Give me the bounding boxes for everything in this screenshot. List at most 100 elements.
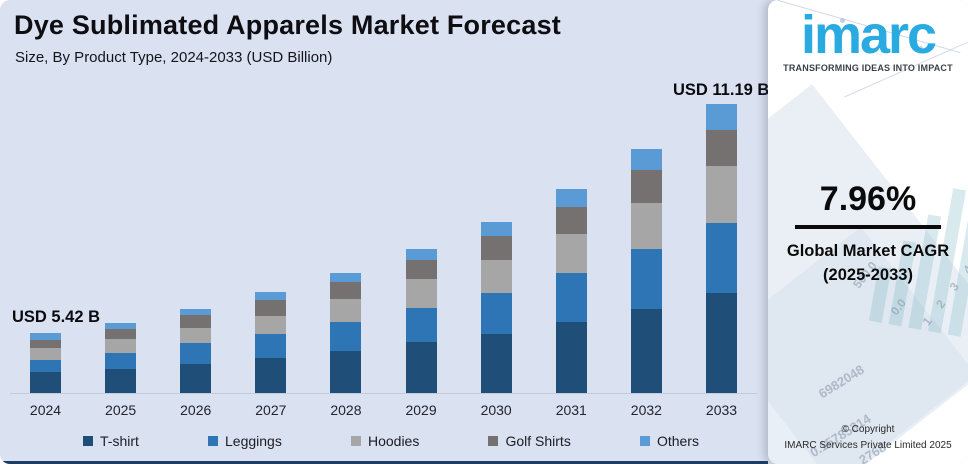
bar-segment-others [630, 149, 662, 170]
x-axis-label: 2029 [405, 402, 437, 418]
imarc-logo: imarc TRANSFORMING IDEAS INTO IMPACT [768, 4, 968, 73]
legend-item-hoodies: Hoodies [350, 433, 420, 449]
bar-segment-others [180, 309, 212, 315]
bar-segment-t-shirt [30, 372, 61, 393]
bar-2025: 2025 [105, 100, 137, 418]
bar-segment-golf-shirts [330, 282, 362, 299]
legend-item-golf-shirts: Golf Shirts [488, 433, 571, 449]
bar-segment-others [705, 104, 737, 130]
page-title: Dye Sublimated Apparels Market Forecast [14, 10, 561, 40]
bar-segment-others [405, 249, 437, 260]
bar-segment-golf-shirts [405, 260, 437, 279]
x-axis-label: 2033 [705, 402, 738, 418]
bar-segment-hoodies [705, 166, 737, 223]
bottom-accent-strip [0, 461, 768, 464]
bar-segment-hoodies [480, 260, 512, 293]
legend-swatch-golf-shirts [488, 436, 499, 446]
bar-segment-hoodies [30, 348, 61, 360]
bar-segment-t-shirt [255, 358, 287, 393]
legend-swatch-others [639, 436, 650, 446]
bar-segment-leggings [180, 343, 212, 364]
cagr-value: 7.96% [819, 180, 917, 218]
cagr-label-line1: Global Market CAGR [786, 242, 950, 260]
bar-segment-hoodies [630, 203, 662, 249]
x-axis-label: 2024 [29, 402, 62, 418]
bar-segment-t-shirt [630, 309, 662, 393]
bar-segment-leggings [330, 322, 362, 351]
imarc-logo-tagline: TRANSFORMING IDEAS INTO IMPACT [783, 63, 953, 74]
cagr-label-line2: (2025-2033) [823, 265, 913, 284]
bar-segment-golf-shirts [705, 130, 737, 166]
bar-2032: 2032 [630, 100, 662, 418]
bar-2027: 2027 [255, 100, 287, 418]
bar-segment-hoodies [255, 316, 287, 334]
bar-segment-t-shirt [705, 293, 737, 393]
cagr-divider [795, 225, 941, 229]
x-axis-label: 2032 [630, 402, 662, 418]
bar-2028: 2028 [330, 100, 362, 418]
bar-segment-golf-shirts [30, 340, 61, 348]
bar-segment-leggings [255, 334, 287, 358]
bar-2033: 2033 [705, 100, 737, 418]
bar-segment-others [255, 292, 287, 300]
bar-segment-leggings [555, 273, 587, 322]
bar-segment-golf-shirts [180, 315, 212, 328]
bar-segment-golf-shirts [630, 170, 662, 203]
copyright-line2: IMARC Services Private Limited 2025 [784, 439, 952, 451]
bar-segment-t-shirt [105, 369, 137, 393]
bar-segment-golf-shirts [105, 329, 137, 339]
bar-2031: 2031 [555, 100, 587, 418]
bar-segment-others [555, 189, 587, 207]
bar-segment-t-shirt [480, 334, 512, 393]
legend-label: Golf Shirts [505, 433, 571, 449]
x-axis-label: 2028 [330, 402, 362, 418]
legend: T-shirt Leggings Hoodies Golf Shirts Others [0, 433, 757, 449]
legend-label: T-shirt [100, 433, 139, 449]
legend-label: Hoodies [367, 433, 420, 449]
brand-panel: 500.0 0.0 1 2 3 4 6982048 0.15785314 276… [768, 0, 968, 464]
bar-segment-leggings [480, 293, 512, 334]
bar-2024: 2024 [30, 100, 61, 418]
page-subtitle: Size, By Product Type, 2024-2033 (USD Bi… [15, 49, 333, 66]
bar-segment-leggings [105, 353, 137, 369]
legend-swatch-hoodies [350, 436, 361, 446]
bar-segment-golf-shirts [480, 236, 512, 260]
bar-segment-others [330, 273, 362, 282]
bar-segment-t-shirt [180, 364, 212, 393]
cagr-block: 7.96% Global Market CAGR (2025-2033) [768, 180, 968, 288]
bar-segment-t-shirt [330, 351, 362, 393]
x-axis-label: 2030 [480, 402, 512, 418]
legend-label: Others [656, 433, 699, 449]
bar-segment-others [105, 323, 137, 329]
x-axis-line [10, 393, 757, 394]
legend-item-t-shirt: T-shirt [83, 433, 139, 449]
bar-segment-hoodies [105, 339, 137, 353]
bar-segment-leggings [705, 223, 737, 293]
bar-segment-hoodies [405, 279, 437, 308]
copyright: © Copyright IMARC Services Private Limit… [768, 422, 968, 453]
legend-label: Leggings [225, 433, 282, 449]
x-axis-label: 2026 [180, 402, 212, 418]
legend-swatch-t-shirt [83, 436, 93, 446]
bar-segment-t-shirt [555, 322, 587, 393]
x-axis-label: 2031 [555, 402, 587, 418]
imarc-logo-text: imarc [800, 5, 937, 65]
plot-area: 2024 2025 2026 2027 2028 2029 2030 2031 2032 2033 [10, 100, 757, 418]
legend-item-others: Others [639, 433, 699, 449]
bar-segment-hoodies [330, 299, 362, 322]
x-axis-label: 2027 [255, 402, 287, 418]
bar-segment-leggings [405, 308, 437, 342]
bar-2029: 2029 [405, 100, 437, 418]
legend-item-leggings: Leggings [208, 433, 282, 449]
bar-2026: 2026 [180, 100, 212, 418]
bar-2030: 2030 [480, 100, 512, 418]
bar-segment-hoodies [555, 234, 587, 273]
bar-segment-golf-shirts [555, 207, 587, 234]
bar-segment-others [30, 333, 61, 340]
bar-segment-golf-shirts [255, 300, 287, 316]
value-label-2024: USD 5.42 B [12, 308, 101, 326]
bar-segment-leggings [630, 249, 662, 309]
value-label-2033: USD 11.19 B [673, 81, 770, 99]
bar-segment-others [480, 222, 512, 236]
